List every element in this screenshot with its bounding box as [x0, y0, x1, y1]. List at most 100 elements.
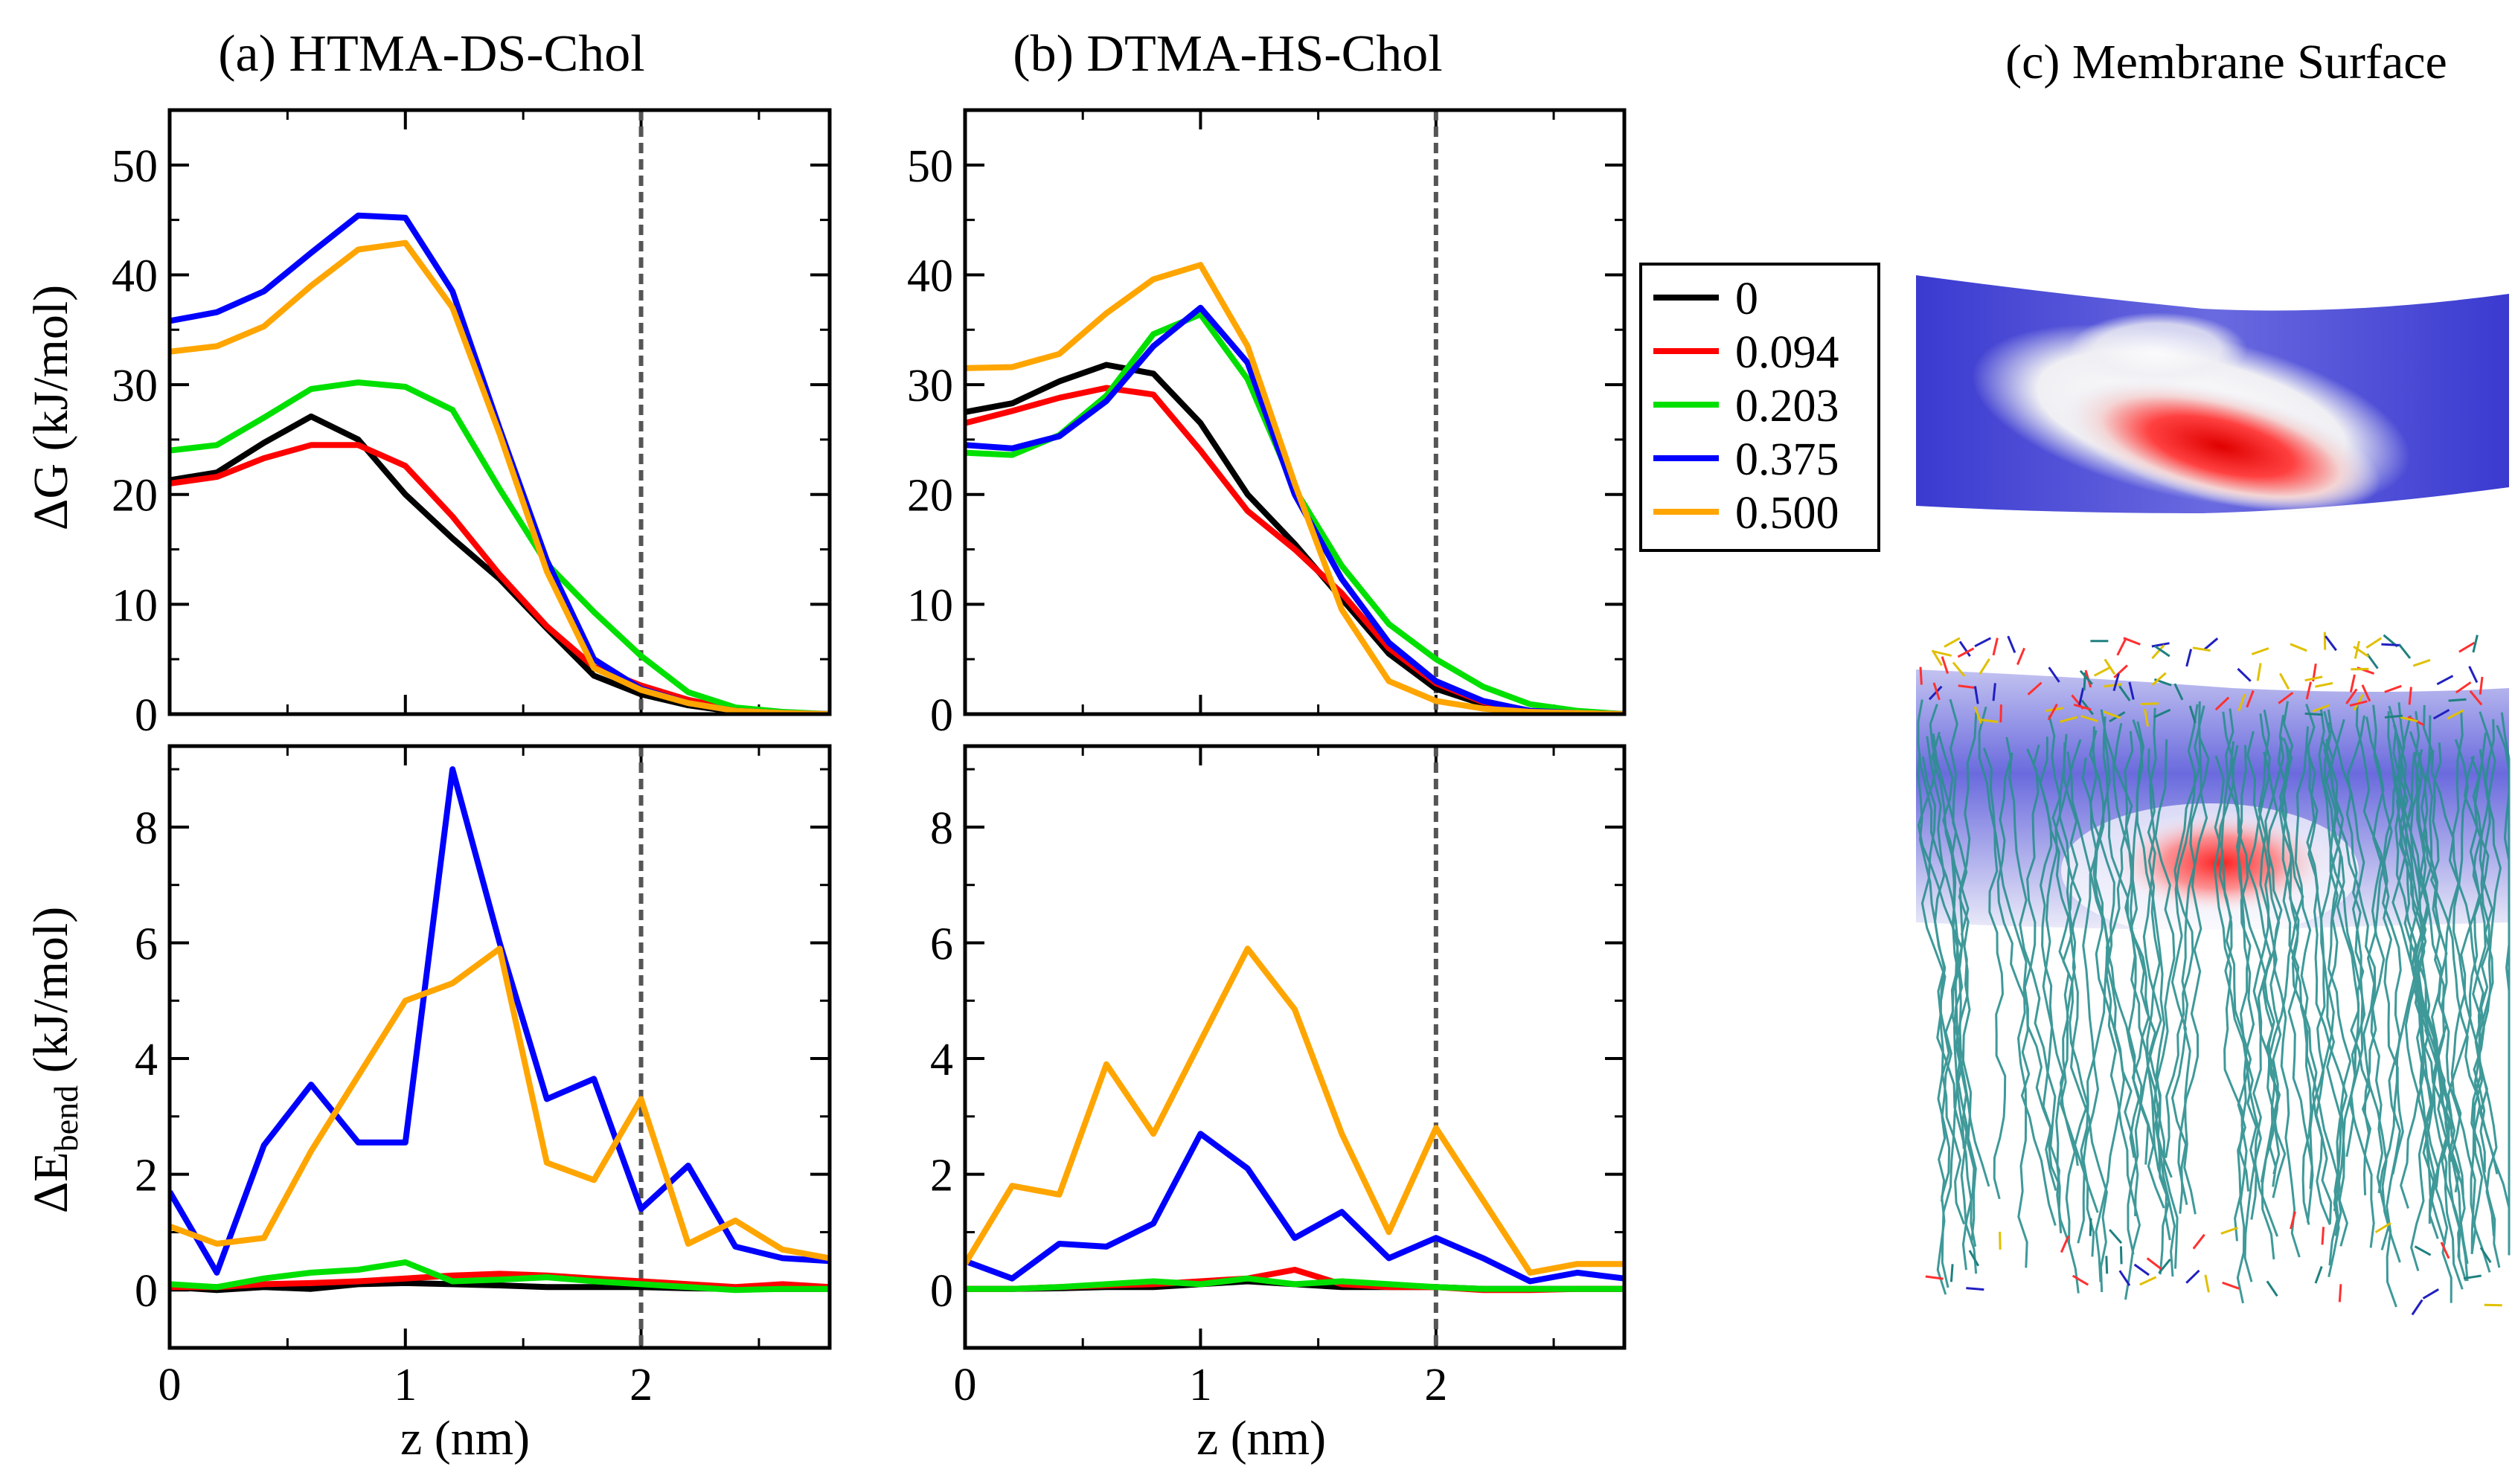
lipid-headgroup: [1958, 640, 1971, 658]
lipid-headgroup: [2256, 663, 2262, 681]
y-tick-label: 40: [112, 251, 158, 301]
y-tick-label: 2: [930, 1151, 953, 1201]
lipid-headgroup: [2365, 637, 2383, 649]
lipid-headgroup: [2146, 1257, 2162, 1271]
series-line-0.203: [965, 311, 1624, 714]
membrane-surface-colormap: [1916, 275, 2509, 514]
lipid-headgroup: [2304, 712, 2323, 716]
y-tick-label: 2: [135, 1151, 158, 1201]
lipid-headgroup: [1992, 683, 1996, 701]
legend-label: 0.500: [1735, 488, 1839, 539]
lipid-tail: [2320, 719, 2345, 1266]
lipid-tail: [2281, 745, 2331, 1225]
lipid-headgroup: [1957, 647, 1975, 658]
lipid-tail: [2327, 722, 2365, 1236]
lipid-tail: [2136, 721, 2176, 1277]
lipid-headgroup: [2361, 684, 2371, 702]
lipid-headgroup: [2093, 666, 2111, 677]
lipid-headgroup: [1974, 637, 1992, 648]
lipid-headgroup: [2047, 703, 2058, 721]
bottom-y-label-subscript: bend: [47, 1085, 85, 1151]
bottom-y-label-unit: (kJ/mol): [24, 907, 78, 1085]
lipid-tail: [2306, 707, 2339, 1223]
plot-frame: [963, 108, 1627, 716]
lipid-headgroup: [2455, 681, 2472, 694]
lipid-headgroup: [2440, 1242, 2450, 1259]
legend-label: 0: [1735, 274, 1758, 324]
lipid-tail: [2325, 739, 2377, 1195]
lipid-headgroup: [2237, 693, 2246, 712]
panel-c-title: (c) Membrane Surface: [2005, 35, 2447, 89]
lipid-headgroup: [2173, 683, 2184, 701]
lipid-headgroup: [2214, 696, 2230, 711]
y-tick-label: 20: [907, 471, 953, 521]
lipid-tail: [2281, 701, 2313, 1189]
panel-a-title: (a) HTMA-DS-Chol: [218, 25, 645, 83]
plot-a-delta-e-bend: 0 2 4 6 8 0 1 2: [135, 744, 832, 1410]
lipid-headgroup: [2463, 1274, 2482, 1280]
lipid-tail: [2417, 752, 2469, 1282]
series-line-0.500: [170, 945, 830, 1262]
series-line-0.203: [170, 1259, 830, 1294]
y-tick-label: 0: [135, 690, 158, 741]
lipid-headgroup: [1966, 1287, 1984, 1291]
lipid-headgroup: [2188, 705, 2197, 724]
lipid-tail: [2048, 715, 2089, 1166]
lipid-tail: [2177, 737, 2210, 1206]
lipid-headgroup: [2007, 635, 2016, 653]
lipid-headgroup: [2338, 1284, 2342, 1302]
plot-b-delta-e-bend: 0 2 4 6 8 0 1 2: [930, 744, 1627, 1410]
lipid-tail: [2305, 704, 2348, 1212]
bottom-y-label-main: ΔE: [24, 1151, 78, 1213]
lipid-tail: [2307, 745, 2333, 1224]
y-tick-label: 0: [930, 690, 953, 741]
lipid-tail: [1996, 736, 2057, 1192]
lipid-tail: [2139, 748, 2165, 1209]
series-line-0.203: [965, 1275, 1624, 1292]
lipid-headgroup: [2220, 1227, 2238, 1235]
lipid-headgroup: [1973, 686, 1979, 704]
lipid-headgroup: [2321, 1227, 2325, 1245]
lipid-headgroup: [1999, 1231, 2002, 1250]
lipid-headgroup: [2246, 690, 2255, 708]
lipid-tail: [2252, 714, 2285, 1183]
series-line-0.375: [170, 212, 830, 714]
lipid-tail: [1926, 736, 1977, 1247]
lipid-headgroup: [2432, 708, 2450, 720]
lipid-headgroup: [2048, 666, 2060, 683]
y-tick-label: 4: [135, 1035, 158, 1085]
lipid-tail: [2042, 739, 2082, 1234]
lipid-tail: [1949, 698, 1977, 1243]
lipid-tail: [2473, 749, 2502, 1273]
lipid-tail: [1917, 699, 1990, 1187]
lipid-headgroup: [2412, 658, 2431, 667]
plot-a-delta-g: 0 10 20 30 40 50: [112, 108, 832, 741]
lipid-headgroup: [2109, 1229, 2123, 1244]
lipid-headgroup: [2448, 698, 2467, 702]
lipid-headgroup: [2353, 645, 2369, 658]
lipid-headgroup: [2151, 642, 2170, 648]
lipid-headgroup: [2123, 637, 2141, 646]
lipid-headgroup: [2222, 1281, 2240, 1290]
lipid-headgroup: [2151, 672, 2167, 686]
lipid-tail: [2394, 729, 2467, 1282]
lipid-headgroup: [2479, 676, 2484, 695]
lipid-tail: [2153, 739, 2176, 1275]
lipid-tail: [2365, 716, 2390, 1250]
lipid-headgroup: [2266, 1280, 2278, 1297]
lipid-headgroup: [2016, 647, 2025, 666]
y-tick-label: 0: [930, 1266, 953, 1317]
panel-b-title: (b) DTMA-HS-Chol: [1013, 25, 1442, 83]
lipid-headgroup: [1980, 719, 1999, 723]
lipid-headgroup: [2315, 681, 2333, 688]
lipid-headgroup: [2325, 635, 2337, 652]
lipid-tail: [2170, 704, 2199, 1214]
lipid-headgroup: [2345, 688, 2358, 704]
lipid-headgroup: [2381, 643, 2400, 646]
lipid-headgroup: [1992, 637, 1999, 656]
lipid-headgroup: [2151, 644, 2165, 660]
lipid-headgroup: [2469, 690, 2483, 706]
lipid-headgroup: [2314, 1265, 2323, 1284]
lipid-headgroup: [2202, 637, 2219, 651]
lipid-headgroup: [2185, 649, 2193, 667]
